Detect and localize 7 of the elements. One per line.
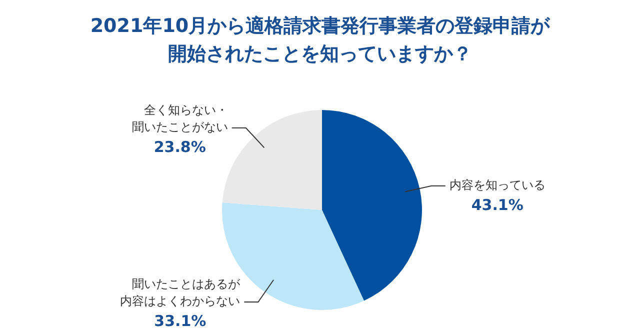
data-label: 33.1% [154,312,206,330]
slice-label: 聞いたことはあるが内容はよくわからない [120,277,242,308]
data-label: 23.8% [154,138,206,156]
slice-label: 内容を知っている [449,178,546,192]
data-label: 43.1% [471,196,524,214]
slice-label: 全く知らない・聞いたことがない [132,103,228,134]
chart-title: 2021年10月から適格請求書発行事業者の登録申請が開始されたことを知っていますか？ [89,14,552,67]
